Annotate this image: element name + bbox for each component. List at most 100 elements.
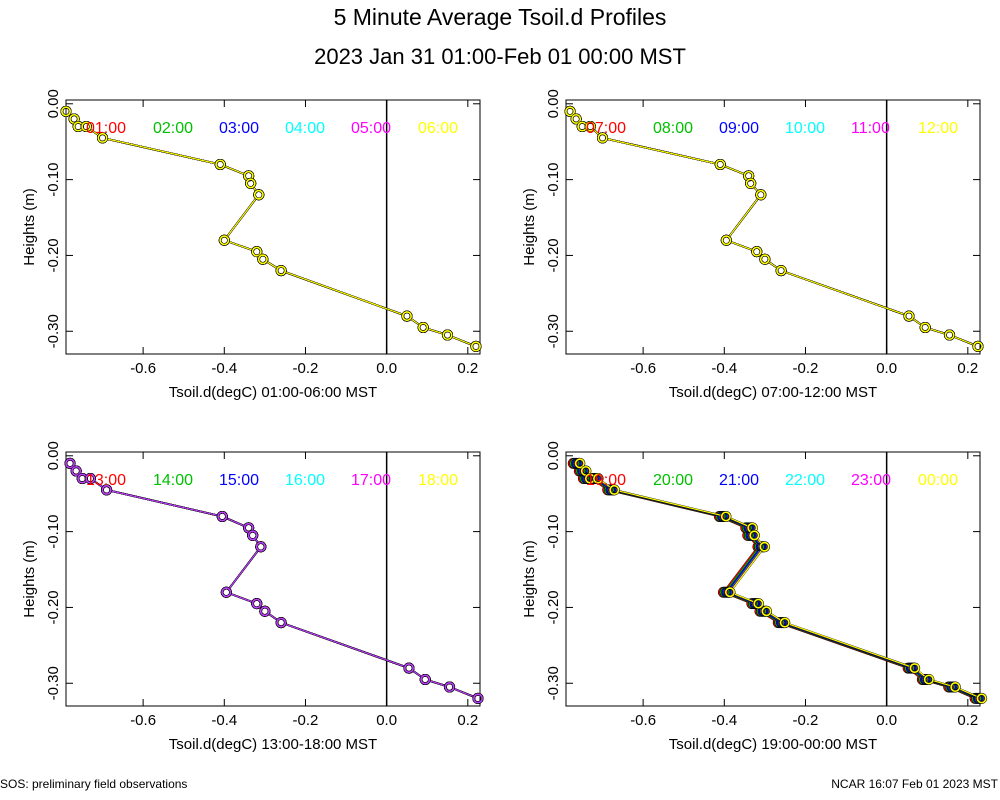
profile-line	[734, 593, 754, 603]
x-axis-title: Tsoil.d(degC) 01:00-06:00 MST	[169, 384, 377, 401]
profile-marker	[81, 121, 92, 132]
legend-label-2300: 23:00	[851, 472, 891, 489]
x-tick-label: 0.0	[876, 712, 897, 729]
plot-frame	[65, 99, 481, 355]
legend-label-1300: 13:00	[86, 472, 126, 489]
profile-line	[619, 490, 721, 516]
plot-frame	[565, 99, 981, 355]
chart-panel-3: -0.6 -0.4 -0.2 0.0 0.2 0.00 -0.10 -0.20 -0.30 Tso…	[21, 441, 484, 753]
profile-marker	[909, 663, 920, 674]
y-axis-title: Heights (m)	[521, 540, 538, 618]
y-axis-title: Heights (m)	[21, 188, 38, 266]
profile-line	[729, 550, 759, 589]
y-axis-title: Heights (m)	[521, 188, 538, 266]
legend-label-1100: 11:00	[851, 120, 890, 137]
y-tick-label: 0.00	[545, 89, 562, 118]
profile-marker	[972, 341, 983, 352]
profile-marker	[219, 235, 230, 246]
profile-line	[726, 550, 756, 589]
legend-label-1800: 18:00	[418, 472, 458, 489]
profile-line	[111, 490, 218, 516]
footer-source-note: SOS: preliminary field observations	[0, 777, 188, 791]
profile-line	[286, 623, 404, 667]
series-0000	[574, 457, 988, 704]
profile-line	[413, 670, 422, 677]
profile-marker	[759, 541, 770, 552]
legend-label-0000: 00:00	[918, 472, 958, 489]
x-tick-label: 0.2	[457, 712, 478, 729]
profile-marker	[401, 311, 412, 322]
legend-label-0100: 01:00	[86, 120, 126, 137]
profile-marker	[721, 235, 732, 246]
profile-marker	[751, 246, 762, 257]
profile-marker	[444, 682, 455, 693]
profile-line	[731, 241, 752, 251]
profile-marker	[255, 541, 266, 552]
profile-marker	[60, 106, 71, 117]
x-tick-label: 0.0	[876, 360, 897, 377]
profile-marker	[755, 189, 766, 200]
profile-marker	[215, 159, 226, 170]
y-tick-label: -0.20	[45, 238, 62, 272]
legend-label-2000: 20:00	[653, 472, 693, 489]
figure-subtitle: 2023 Jan 31 01:00-Feb 01 00:00 MST	[314, 44, 686, 69]
profile-line	[732, 550, 762, 589]
profile-marker	[470, 341, 481, 352]
profile-marker	[403, 663, 414, 674]
profile-marker	[71, 465, 82, 476]
profile-marker	[253, 189, 264, 200]
profile-line	[757, 539, 762, 544]
profile-marker	[420, 674, 431, 685]
profile-line	[267, 261, 277, 269]
profile-marker	[101, 484, 112, 495]
legend-label-2200: 22:00	[785, 472, 825, 489]
profile-marker	[565, 106, 576, 117]
profile-line	[428, 328, 443, 334]
profile-line	[769, 261, 777, 268]
profile-marker	[759, 254, 770, 265]
legend-label-0600: 06:00	[418, 120, 458, 137]
y-tick-label: 0.00	[545, 441, 562, 470]
legend-label-1900: 19:00	[586, 472, 626, 489]
x-tick-label: -0.4	[711, 712, 737, 729]
profile-line	[730, 518, 748, 527]
y-axis-title: Heights (m)	[21, 540, 38, 618]
profile-marker	[609, 484, 620, 495]
profile-marker	[585, 121, 596, 132]
x-tick-label: 0.2	[957, 712, 978, 729]
profile-marker	[776, 265, 787, 276]
profile-line	[90, 129, 99, 136]
y-tick-label: -0.20	[545, 238, 562, 272]
legend-label-1400: 14:00	[153, 472, 193, 489]
profile-line	[770, 613, 781, 621]
profile-marker	[418, 322, 429, 333]
y-tick-label: -0.20	[545, 590, 562, 624]
profile-line	[430, 680, 445, 686]
profile-marker	[65, 458, 76, 469]
profile-marker	[245, 178, 256, 189]
profile-line	[786, 271, 904, 315]
profile-marker	[597, 132, 608, 143]
y-tick-label: -0.10	[545, 515, 562, 549]
profile-line	[913, 318, 922, 325]
legend-label-2100: 21:00	[719, 472, 759, 489]
profile-marker	[251, 246, 262, 257]
profile-line	[918, 671, 925, 677]
y-tick-label: -0.20	[45, 590, 62, 624]
profile-line	[411, 318, 420, 325]
y-tick-label: -0.30	[45, 314, 62, 348]
profile-marker	[950, 682, 961, 693]
legend-label-0800: 08:00	[653, 120, 693, 137]
series-0600	[60, 105, 482, 352]
profile-line	[231, 593, 252, 603]
x-tick-label: -0.2	[793, 712, 819, 729]
series-1800	[64, 457, 484, 704]
profile-marker	[442, 330, 453, 341]
profile-line	[227, 198, 256, 237]
x-tick-label: -0.2	[293, 360, 319, 377]
plot-frame	[65, 451, 481, 707]
profile-line	[229, 550, 258, 589]
plot-frame	[565, 451, 981, 707]
profile-marker	[761, 606, 772, 617]
legend-label-1000: 10:00	[785, 120, 825, 137]
